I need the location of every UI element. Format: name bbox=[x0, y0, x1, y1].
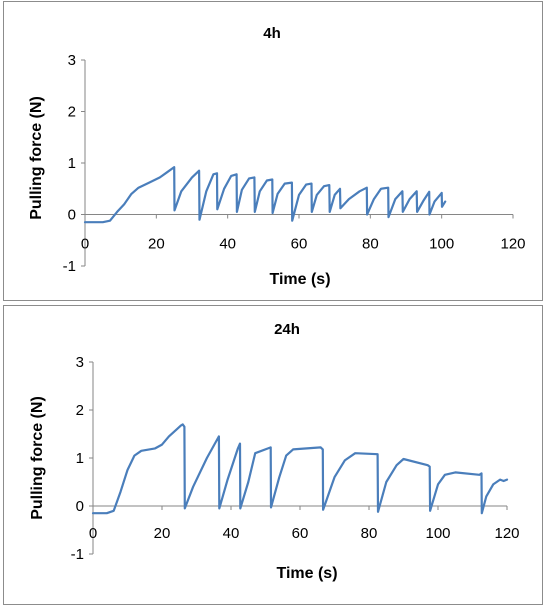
chart-4h: 4h -1 0 1 2 3 0 20 40 60 80 100 120 Time (s) Pulling f… bbox=[28, 25, 526, 288]
x-tick-label: 120 bbox=[494, 525, 519, 542]
chart-title: 24h bbox=[274, 321, 300, 338]
y-tick-label: -1 bbox=[71, 546, 84, 563]
x-tick-label: 40 bbox=[219, 236, 236, 253]
y-axis-title: Pulling force (N) bbox=[29, 396, 46, 520]
series-line bbox=[83, 166, 447, 224]
x-tick-label: 20 bbox=[148, 236, 165, 253]
chart-panel-24h: 24h -1 0 1 2 3 0 20 40 60 80 100 120 Time (s) Pulling … bbox=[3, 305, 543, 605]
y-tick-label: 3 bbox=[68, 52, 76, 69]
x-tick-label: 100 bbox=[425, 525, 450, 542]
x-axis-title: Time (s) bbox=[269, 271, 330, 288]
x-tick-label: 60 bbox=[291, 236, 308, 253]
y-tick-label: 0 bbox=[76, 498, 84, 515]
chart-panel-4h: 4h -1 0 1 2 3 0 20 40 60 80 100 120 Time (s) Pulling f… bbox=[3, 1, 543, 301]
x-tick-label: 100 bbox=[429, 236, 454, 253]
y-tick-label: 1 bbox=[68, 155, 76, 172]
x-tick-label: 80 bbox=[361, 525, 378, 542]
y-tick-label: 1 bbox=[76, 450, 84, 467]
y-tick-label: -1 bbox=[63, 258, 76, 275]
chart-title: 4h bbox=[263, 25, 281, 42]
x-tick-label: 20 bbox=[154, 525, 171, 542]
y-tick-label: 0 bbox=[68, 207, 76, 224]
x-tick-label: 80 bbox=[362, 236, 379, 253]
x-tick-label: 60 bbox=[292, 525, 309, 542]
x-tick-label: 0 bbox=[81, 236, 89, 253]
x-tick-label: 0 bbox=[89, 525, 97, 542]
y-tick-label: 2 bbox=[68, 104, 76, 121]
chart-24h: 24h -1 0 1 2 3 0 20 40 60 80 100 120 Time (s) Pulling … bbox=[29, 321, 520, 582]
y-tick-label: 3 bbox=[76, 354, 84, 371]
series-line bbox=[91, 423, 509, 515]
x-axis-title: Time (s) bbox=[276, 565, 337, 582]
y-tick-label: 2 bbox=[76, 402, 84, 419]
x-tick-label: 120 bbox=[500, 236, 525, 253]
y-axis-title: Pulling force (N) bbox=[28, 96, 45, 220]
x-tick-label: 40 bbox=[223, 525, 240, 542]
